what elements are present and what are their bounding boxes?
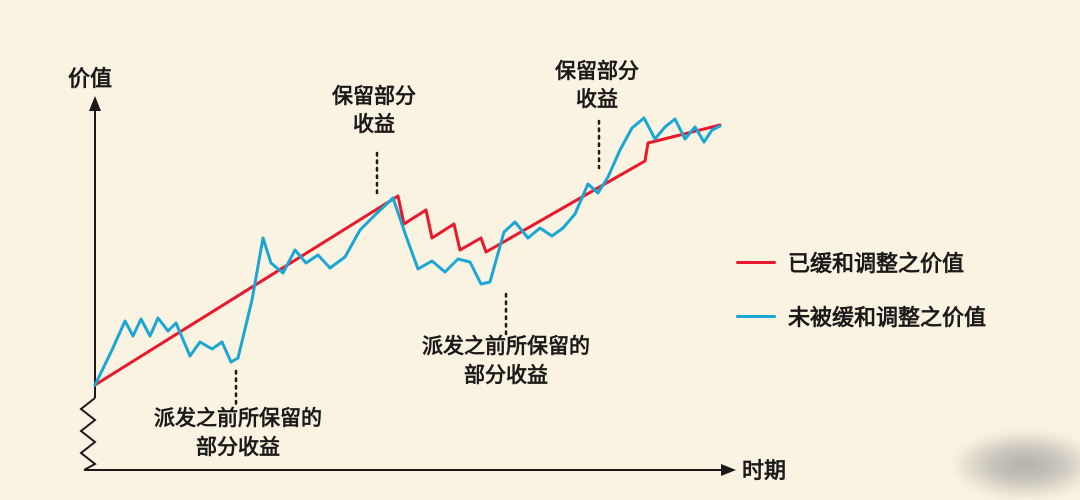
- legend-label-unsmoothed: 未被缓和调整之价值: [788, 305, 987, 330]
- legend-swatch-smoothed: [736, 260, 776, 264]
- series-line-1: [93, 116, 722, 387]
- y-axis-label: 价值: [68, 66, 112, 91]
- series-line-0: [93, 123, 722, 387]
- legend-item-smoothed: 已缓和调整之价值: [736, 246, 986, 278]
- annotation-text-0: 保留部分收益: [331, 84, 416, 136]
- legend-swatch-unsmoothed: [736, 314, 776, 318]
- annotation-text-2: 派发之前所保留的部分收益: [154, 406, 322, 459]
- x-axis-label: 时期: [742, 458, 786, 483]
- legend-label-smoothed: 已缓和调整之价值: [788, 251, 965, 276]
- annotation-text-1: 保留部分收益: [554, 59, 639, 111]
- y-axis-arrow-icon: [89, 96, 101, 111]
- watermark-smudge: [950, 430, 1080, 500]
- annotation-text-3: 派发之前所保留的部分收益: [422, 334, 590, 387]
- chart-canvas: 价值 时期 保留部分收益 保留部分收益 派发之前所保留的部分收益 派发之前所保留的部分收益…: [68, 59, 1080, 500]
- legend-item-unsmoothed: 未被缓和调整之价值: [736, 300, 986, 332]
- x-axis-arrow-icon: [721, 464, 736, 476]
- legend: 已缓和调整之价值 未被缓和调整之价值: [736, 246, 986, 332]
- y-axis-break-zigzag: [79, 397, 97, 471]
